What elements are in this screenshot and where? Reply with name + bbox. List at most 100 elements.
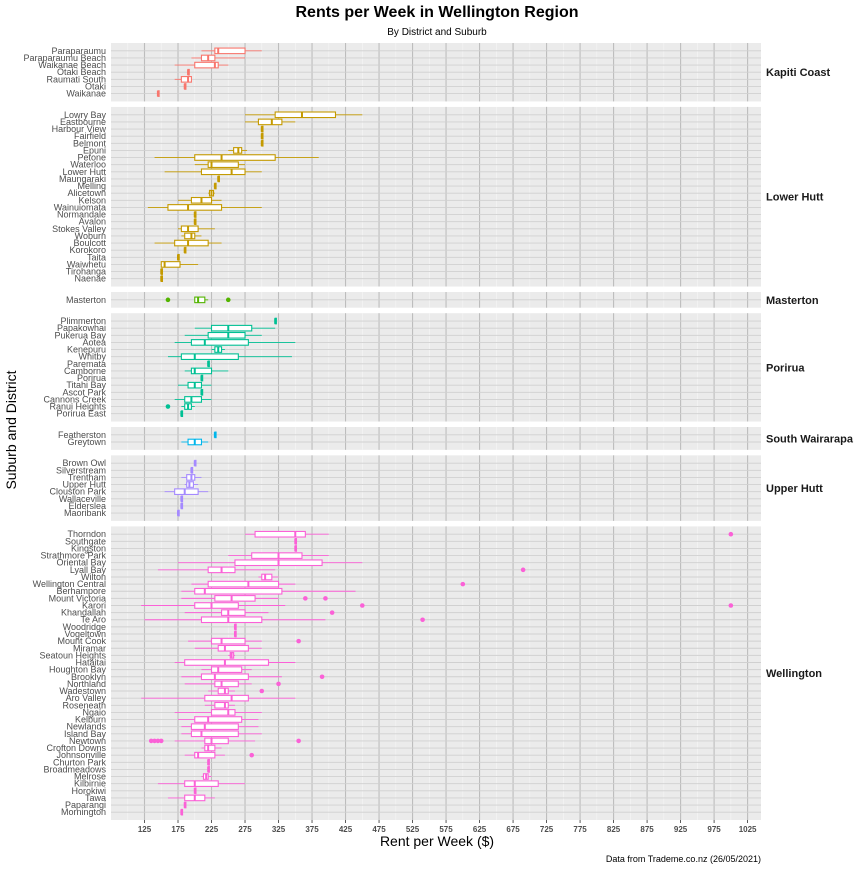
x-tick-label: 125 — [138, 825, 152, 834]
suburb-label-stokes-valley: Stokes Valley — [52, 224, 106, 234]
suburb-label-kingston: Kingston — [71, 543, 106, 553]
strip-label-wellington: Wellington — [766, 668, 822, 680]
box-porirua-east — [180, 410, 184, 418]
suburb-label-cannons-creek: Cannons Creek — [43, 394, 106, 404]
suburb-label-melrose: Melrose — [74, 772, 106, 782]
x-tick-label: 875 — [640, 825, 654, 834]
box-fairfield — [260, 132, 264, 140]
panel-background — [111, 313, 761, 422]
box-miramar — [194, 644, 262, 652]
box-normandale — [193, 211, 197, 218]
outlier-point — [323, 596, 328, 601]
suburb-label-newtown: Newtown — [69, 736, 106, 746]
strip-label-masterton: Masterton — [766, 295, 819, 307]
box-tirohanga — [160, 268, 164, 275]
box-iqr — [214, 701, 229, 709]
box-iqr — [190, 730, 239, 738]
box-broadmeadows — [207, 766, 210, 773]
box-otaki — [183, 83, 187, 90]
suburb-label-churton-park: Churton Park — [53, 757, 107, 767]
box-iqr — [190, 723, 239, 730]
suburb-label-woodridge: Woodridge — [63, 622, 106, 632]
box-kelson — [178, 196, 222, 204]
box-southgate — [294, 538, 298, 545]
suburb-label-miramar: Miramar — [73, 643, 106, 653]
suburb-label-belmont: Belmont — [73, 138, 107, 148]
box-tawa — [167, 794, 215, 802]
suburb-label-korokoro: Korokoro — [69, 245, 106, 255]
box-camborne — [184, 367, 229, 375]
suburb-label-hataitai: Hataitai — [75, 658, 106, 668]
suburb-label-porirua: Porirua — [77, 373, 106, 383]
suburb-label-wellington-central: Wellington Central — [33, 579, 106, 589]
box-iqr — [180, 225, 199, 233]
box-iqr — [200, 168, 246, 176]
box-paparangi — [183, 801, 187, 809]
outlier-point — [359, 603, 365, 608]
suburb-label-woburn: Woburn — [75, 231, 106, 241]
suburb-label-silverstream: Silverstream — [56, 465, 106, 475]
box-paraparaumu — [201, 47, 262, 55]
box-stokes-valley — [178, 225, 215, 233]
suburb-label-epuni: Epuni — [83, 145, 106, 155]
suburb-label-mornington: Mornington — [61, 807, 106, 817]
box-belmont — [260, 139, 264, 147]
strip-label-kapiti-coast: Kapiti Coast — [766, 67, 831, 79]
suburb-label-whitby: Whitby — [78, 352, 106, 362]
box-iqr — [221, 609, 246, 616]
x-tick-label: 825 — [607, 825, 621, 834]
suburb-label-broadmeadows: Broadmeadows — [43, 764, 106, 774]
x-tick-label: 1025 — [739, 825, 757, 834]
suburb-label-boulcott: Boulcott — [73, 238, 106, 248]
box-kingston — [294, 545, 298, 552]
suburb-label-fairfield: Fairfield — [74, 131, 106, 141]
box-ascot-park — [200, 388, 204, 396]
suburb-label-houghton-bay: Houghton Bay — [49, 665, 107, 675]
suburb-label-aro-valley: Aro Valley — [66, 693, 107, 703]
suburb-label-lower-hutt: Lower Hutt — [62, 167, 106, 177]
panel-background — [111, 106, 761, 287]
box-mount-victoria — [181, 595, 328, 602]
box-lower-hutt — [164, 168, 262, 176]
box-melrose — [201, 773, 212, 780]
suburb-label-waikanae: Waikanae — [66, 89, 106, 99]
box-iqr — [251, 552, 303, 559]
box-iqr — [194, 61, 219, 69]
suburb-label-paraparaumu-beach: Paraparaumu Beach — [23, 53, 106, 63]
box-aotea — [174, 339, 296, 346]
box-naenae — [160, 275, 164, 283]
suburb-label-otaki: Otaki — [85, 81, 106, 91]
suburb-label-harbour-view: Harbour View — [52, 124, 107, 134]
box-alicetown — [208, 189, 215, 197]
suburb-label-oriental-bay: Oriental Bay — [56, 558, 106, 568]
x-tick-label: 375 — [305, 825, 319, 834]
box-iqr — [190, 339, 249, 346]
suburb-label-roseneath: Roseneath — [62, 700, 106, 710]
box-avalon — [193, 218, 197, 226]
box-iqr — [274, 111, 337, 119]
box-pukerua-bay — [184, 331, 262, 339]
suburb-label-paremata: Paremata — [67, 359, 106, 369]
outlier-point — [296, 638, 301, 644]
box-iqr — [204, 694, 249, 702]
suburb-label-porirua-east: Porirua East — [56, 409, 106, 419]
suburb-label-plimmerton: Plimmerton — [60, 316, 106, 326]
panel-background — [111, 455, 761, 521]
outlier-point — [165, 404, 171, 409]
box-iqr — [214, 47, 246, 55]
box-iqr — [184, 232, 196, 240]
suburb-label-tirohanga: Tirohanga — [66, 267, 106, 277]
outlier-point — [319, 674, 325, 680]
box-waiwhetu — [160, 261, 199, 268]
box-upper-hutt — [184, 481, 199, 488]
suburb-label-kenepuru: Kenepuru — [67, 345, 106, 355]
x-tick-label: 775 — [573, 825, 587, 834]
box-maoribank — [177, 509, 180, 517]
suburb-label-johnsonville: Johnsonville — [56, 750, 106, 760]
box-brooklyn — [181, 673, 325, 681]
box-wadestown — [208, 687, 265, 695]
